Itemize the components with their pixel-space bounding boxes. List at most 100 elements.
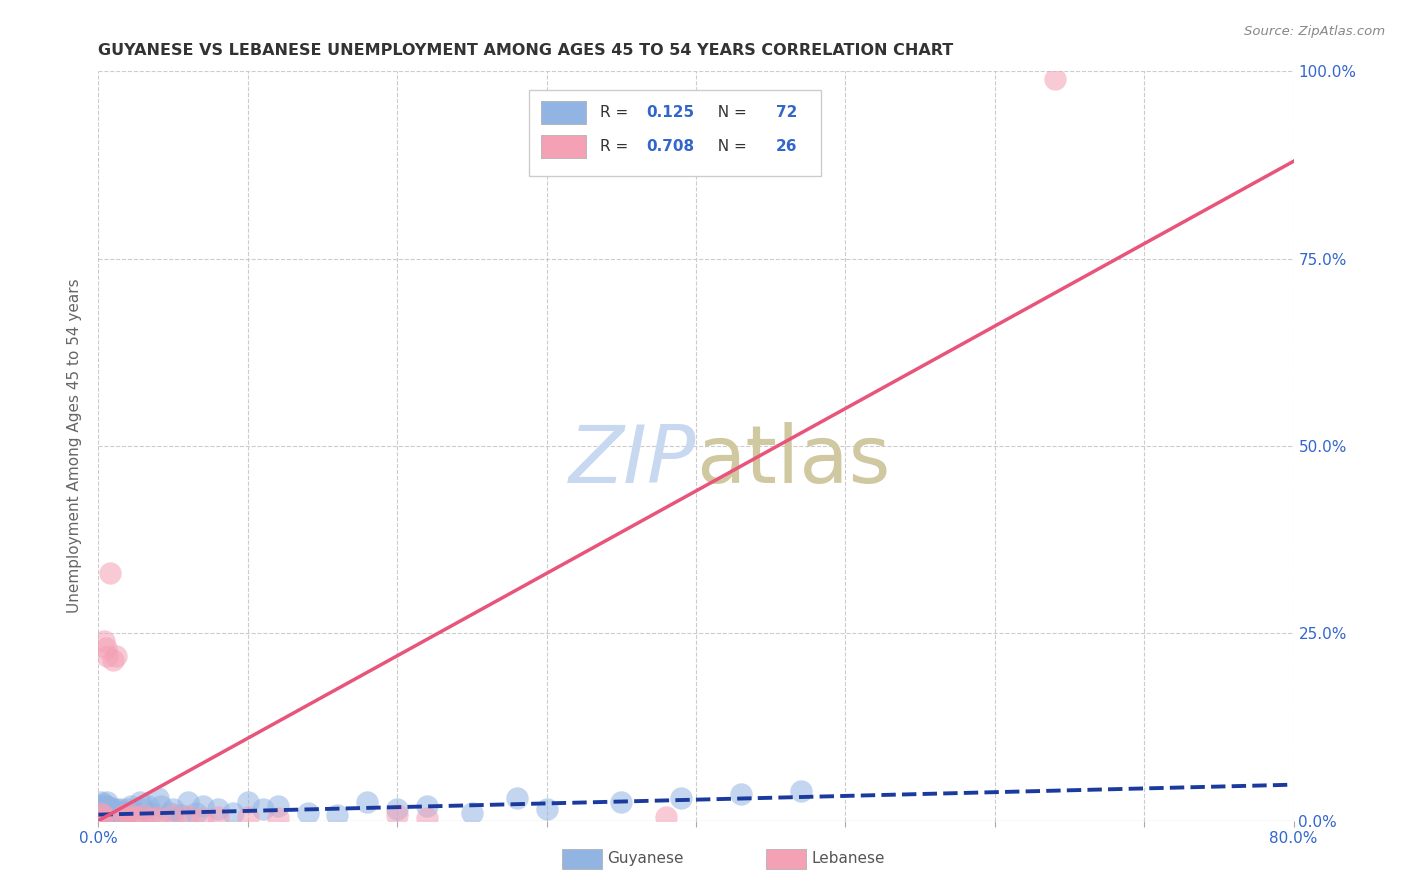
Text: Lebanese: Lebanese bbox=[811, 851, 884, 865]
Point bbox=[89, 810, 111, 824]
Text: N =: N = bbox=[709, 139, 752, 153]
Point bbox=[117, 802, 139, 816]
FancyBboxPatch shape bbox=[541, 135, 586, 158]
Point bbox=[162, 807, 184, 822]
Point bbox=[162, 802, 184, 816]
Point bbox=[87, 810, 110, 824]
Point bbox=[536, 802, 558, 816]
Point bbox=[107, 805, 129, 819]
Point bbox=[98, 566, 122, 581]
Point bbox=[115, 806, 138, 821]
Point bbox=[96, 807, 118, 822]
Point bbox=[1043, 71, 1066, 86]
Text: atlas: atlas bbox=[696, 422, 890, 500]
Point bbox=[93, 633, 115, 648]
Point bbox=[107, 810, 129, 824]
Point bbox=[730, 788, 752, 802]
Y-axis label: Unemployment Among Ages 45 to 54 years: Unemployment Among Ages 45 to 54 years bbox=[67, 278, 83, 614]
Text: Guyanese: Guyanese bbox=[607, 851, 683, 865]
Point bbox=[416, 811, 439, 825]
Point bbox=[104, 805, 127, 819]
Point bbox=[385, 807, 409, 822]
Point bbox=[236, 810, 259, 824]
FancyBboxPatch shape bbox=[529, 90, 821, 177]
Point bbox=[110, 802, 132, 816]
Text: R =: R = bbox=[600, 139, 634, 153]
Text: 26: 26 bbox=[776, 139, 797, 153]
Point bbox=[114, 807, 136, 822]
Point bbox=[97, 810, 120, 824]
Point bbox=[112, 805, 135, 819]
Point bbox=[150, 798, 173, 813]
Point bbox=[105, 807, 128, 822]
Point bbox=[267, 798, 290, 813]
Point bbox=[222, 806, 245, 821]
Point bbox=[94, 641, 117, 656]
Text: 72: 72 bbox=[776, 105, 797, 120]
Point bbox=[96, 648, 118, 663]
Point bbox=[789, 783, 811, 797]
Point bbox=[136, 798, 159, 813]
FancyBboxPatch shape bbox=[541, 102, 586, 124]
Point bbox=[96, 795, 118, 809]
Point bbox=[103, 807, 125, 822]
Text: 0.708: 0.708 bbox=[645, 139, 695, 153]
Point bbox=[177, 809, 200, 823]
Point bbox=[148, 791, 170, 805]
Point bbox=[125, 810, 148, 824]
Point bbox=[132, 808, 155, 822]
Point bbox=[139, 811, 162, 825]
Point bbox=[267, 811, 290, 825]
Point bbox=[110, 810, 132, 824]
Point bbox=[120, 798, 142, 813]
Point bbox=[98, 802, 122, 816]
Point bbox=[141, 806, 163, 821]
Point bbox=[101, 810, 124, 824]
Point bbox=[416, 798, 439, 813]
Text: GUYANESE VS LEBANESE UNEMPLOYMENT AMONG AGES 45 TO 54 YEARS CORRELATION CHART: GUYANESE VS LEBANESE UNEMPLOYMENT AMONG … bbox=[98, 43, 953, 58]
Point bbox=[111, 807, 134, 822]
Point bbox=[105, 648, 128, 663]
Point bbox=[159, 806, 181, 821]
Point bbox=[103, 652, 125, 666]
Point bbox=[101, 805, 124, 819]
Point bbox=[297, 806, 319, 821]
Point bbox=[669, 791, 692, 805]
Point bbox=[177, 795, 200, 809]
Point bbox=[90, 802, 112, 816]
Point bbox=[91, 810, 114, 824]
Point bbox=[94, 810, 117, 824]
Point bbox=[91, 807, 114, 822]
Point bbox=[104, 810, 127, 824]
Point bbox=[184, 806, 207, 821]
Point bbox=[207, 802, 229, 816]
Point bbox=[191, 798, 214, 813]
Point bbox=[252, 802, 274, 816]
Point bbox=[356, 795, 378, 809]
Point bbox=[90, 806, 112, 821]
Point bbox=[93, 807, 115, 822]
Point bbox=[169, 807, 191, 822]
Point bbox=[110, 810, 132, 824]
Point bbox=[125, 806, 148, 821]
Text: ZIP: ZIP bbox=[568, 422, 696, 500]
Point bbox=[93, 797, 115, 812]
Point bbox=[90, 807, 112, 822]
Point bbox=[207, 810, 229, 824]
Point bbox=[132, 802, 155, 816]
Point bbox=[103, 802, 125, 816]
Point bbox=[610, 795, 633, 809]
Point bbox=[98, 807, 122, 822]
Text: N =: N = bbox=[709, 105, 752, 120]
Text: R =: R = bbox=[600, 105, 634, 120]
Point bbox=[91, 800, 114, 814]
Point bbox=[89, 798, 111, 813]
Point bbox=[117, 806, 139, 821]
Point bbox=[90, 795, 112, 809]
Point bbox=[461, 806, 484, 821]
Point bbox=[148, 810, 170, 824]
Point bbox=[385, 802, 409, 816]
Point bbox=[108, 807, 131, 822]
Point bbox=[89, 805, 111, 819]
Point bbox=[94, 805, 117, 819]
